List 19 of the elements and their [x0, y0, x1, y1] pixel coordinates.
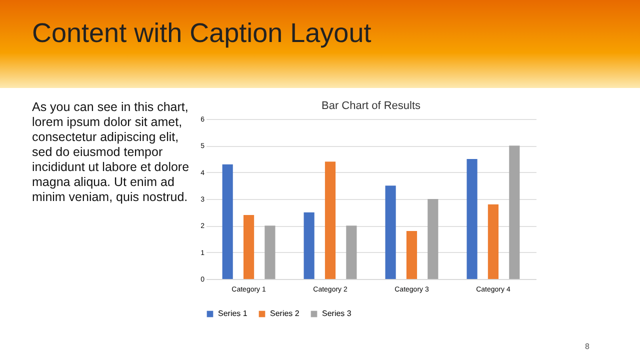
bar [304, 212, 314, 279]
bar [385, 186, 396, 279]
bar [488, 204, 499, 279]
bar [264, 226, 276, 279]
bar [243, 215, 254, 279]
bar [466, 159, 478, 279]
chart-title: Bar Chart of Results [321, 100, 422, 112]
legend-label: Series 1 [218, 309, 248, 318]
bar [222, 164, 233, 279]
bar [324, 162, 336, 279]
text: As you can see in this chart, lorem ipsum dolor sit amet, consectetur adipiscing elit, sed do eiusmod tempor incididunt ut labore et dolore magna aliqua. Ut enim ad minim veniam, quis nostrud. [32, 100, 190, 205]
legend-label: Series 3 [322, 309, 352, 318]
bar [406, 231, 418, 279]
bar [428, 199, 438, 279]
text: 8 [585, 342, 590, 351]
legend-label: Series 2 [270, 309, 300, 318]
bar [346, 226, 357, 279]
bar [509, 146, 520, 279]
text: Content with Caption Layout [32, 18, 372, 49]
